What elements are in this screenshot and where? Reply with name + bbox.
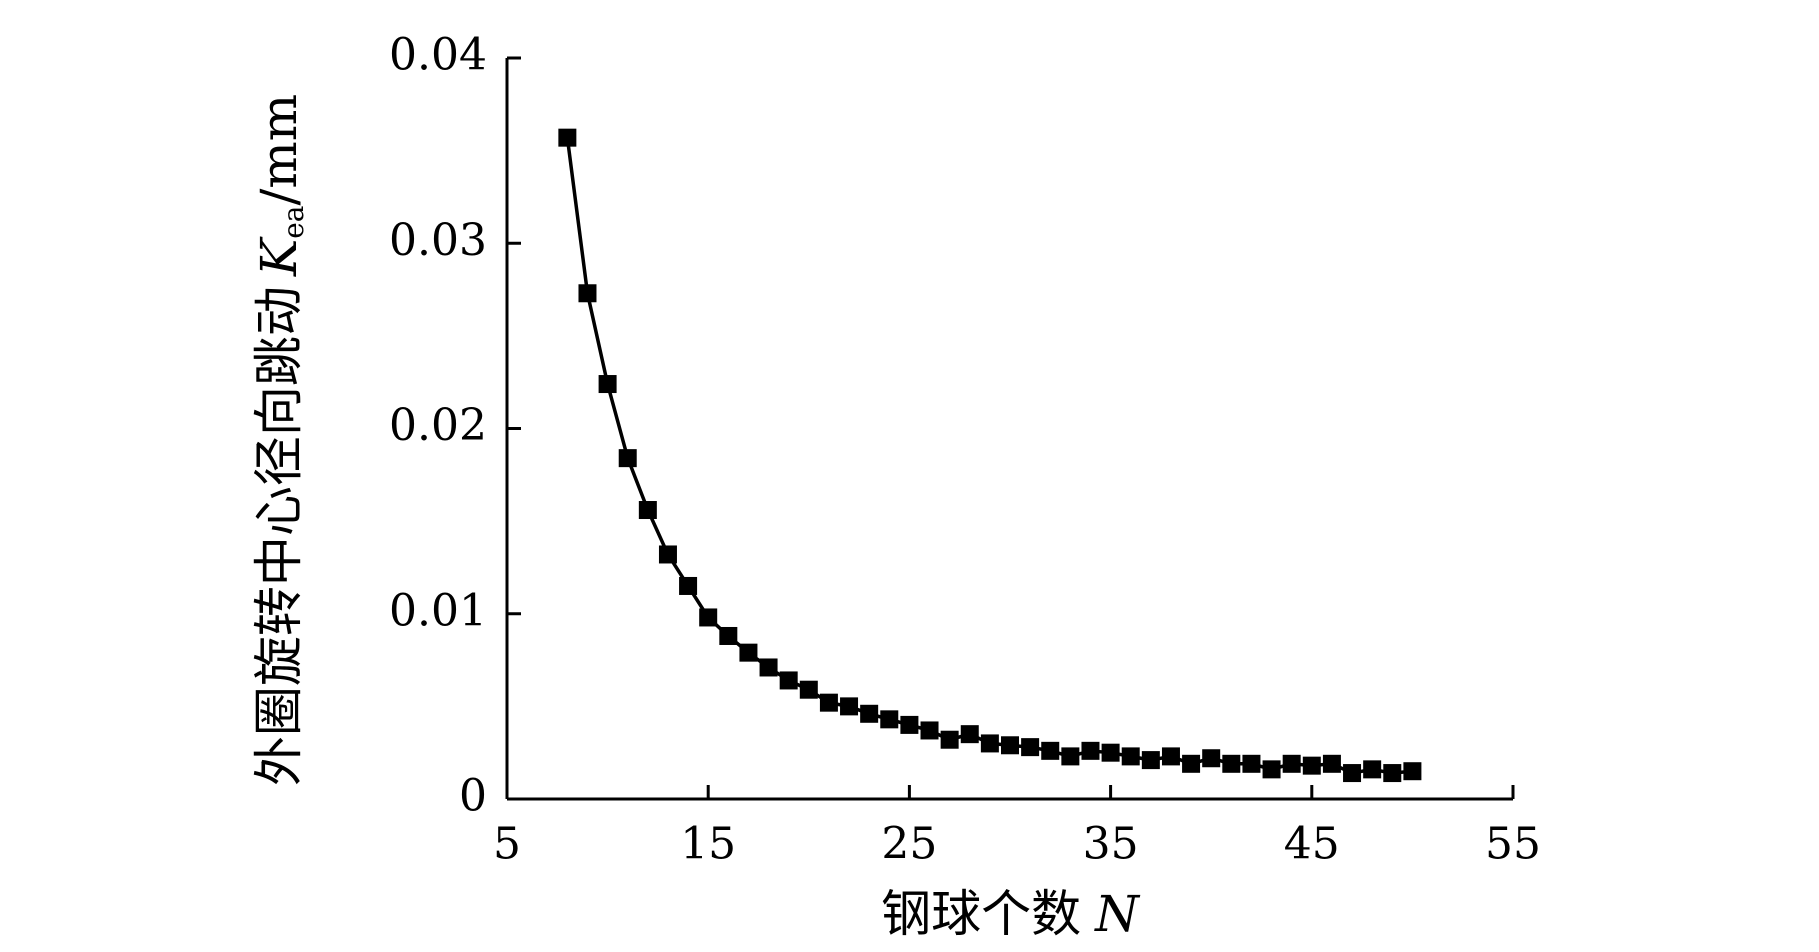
x-label-text: 钢球个数 <box>881 885 1081 943</box>
marker <box>1403 762 1422 781</box>
y-tick-label: 0.01 <box>389 585 487 636</box>
y-label-subscript: ea <box>277 206 310 239</box>
y-label-unit: /mm <box>250 94 308 206</box>
marker <box>1001 736 1019 755</box>
marker <box>679 576 698 595</box>
marker <box>1242 754 1261 773</box>
y-label-text: 外圈旋转中心径向跳动 <box>250 286 308 786</box>
marker <box>699 608 718 627</box>
marker <box>1383 764 1402 783</box>
marker <box>940 730 959 749</box>
marker <box>1202 749 1221 768</box>
marker <box>739 643 758 662</box>
marker <box>1061 747 1080 766</box>
marker <box>980 734 999 753</box>
marker <box>1161 747 1180 766</box>
y-label-symbol: K <box>250 236 308 277</box>
marker <box>1121 747 1140 766</box>
series-line <box>565 137 1413 775</box>
marker <box>759 658 778 677</box>
marker <box>779 671 798 690</box>
marker <box>719 626 738 645</box>
marker <box>1021 738 1040 757</box>
marker <box>598 375 617 394</box>
marker <box>1322 754 1341 773</box>
x-tick-label: 15 <box>680 819 736 870</box>
x-tick-label: 45 <box>1284 819 1340 870</box>
marker <box>860 704 879 723</box>
marker <box>1343 764 1362 783</box>
marker <box>1262 760 1281 779</box>
marker <box>558 128 577 147</box>
y-tick-label: 0.04 <box>389 30 487 81</box>
marker <box>900 715 919 734</box>
marker <box>1302 756 1321 775</box>
marker <box>1081 741 1100 760</box>
marker <box>1041 741 1060 760</box>
marker <box>578 284 597 303</box>
x-tick-label: 25 <box>881 819 937 870</box>
x-tick-label: 5 <box>493 819 521 870</box>
y-tick-label: 0.02 <box>389 400 487 451</box>
x-tick-label: 55 <box>1485 819 1541 870</box>
marker <box>1282 754 1301 773</box>
x-axis-label: 钢球个数 N <box>881 885 1141 943</box>
marker <box>618 449 637 468</box>
marker <box>819 693 838 712</box>
x-label-symbol: N <box>1094 885 1141 943</box>
marker <box>920 721 939 740</box>
y-tick-label: 0.03 <box>389 215 487 266</box>
marker <box>638 501 657 520</box>
marker <box>799 680 818 699</box>
marker <box>1363 760 1382 779</box>
y-axis-label: 外圈旋转中心径向跳动 Kea/mm <box>250 94 310 786</box>
x-tick-label: 35 <box>1083 819 1139 870</box>
marker <box>1141 751 1160 770</box>
marker <box>960 725 979 744</box>
marker <box>1182 754 1201 773</box>
marker <box>880 710 899 729</box>
marker <box>658 545 677 564</box>
y-tick-label: 0 <box>459 771 487 822</box>
marker <box>840 697 859 716</box>
marker <box>1222 754 1241 773</box>
marker <box>1101 743 1120 762</box>
